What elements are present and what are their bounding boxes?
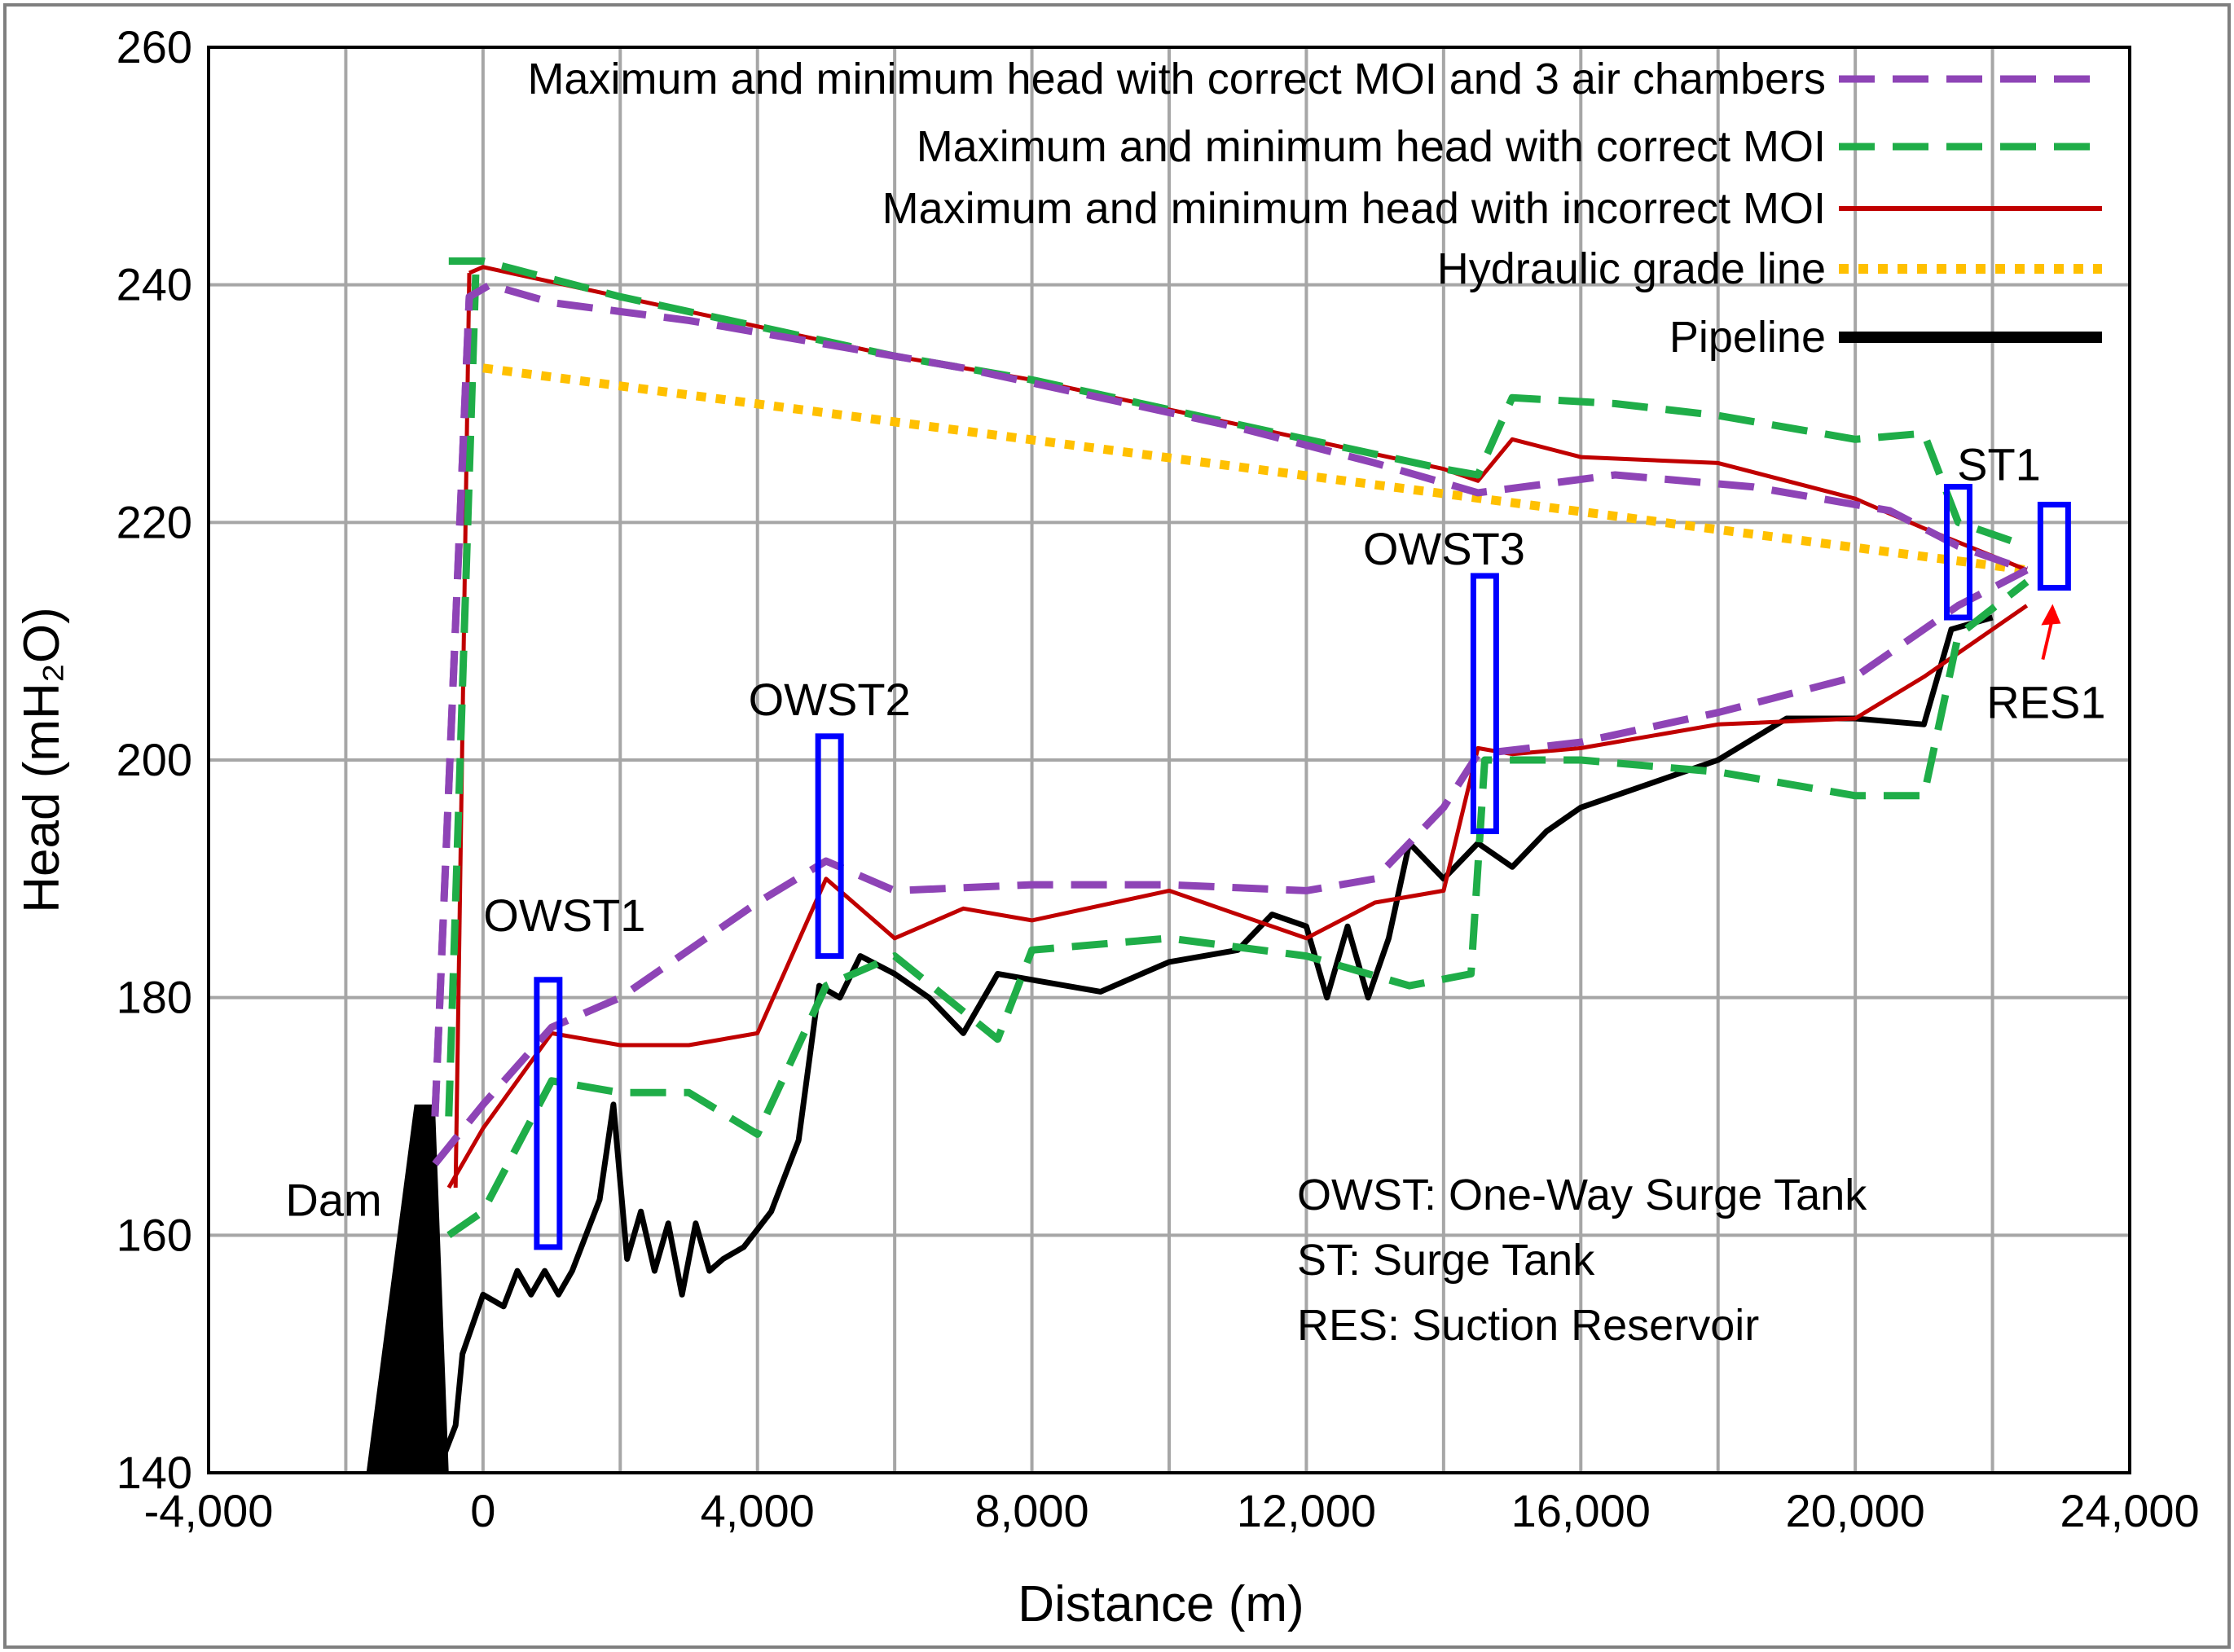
y-tick-label: 140 (117, 1447, 192, 1498)
dam-mark (366, 1104, 449, 1473)
tick-labels: -4,000 0 4,000 8,000 12,000 16,000 20,000 24,00… (117, 21, 2200, 1536)
legend-label: Maximum and minimum head with correct MO… (527, 55, 1826, 103)
legend-label: Hydraulic grade line (1437, 244, 1826, 293)
tank-res1 (2037, 501, 2071, 591)
y-tick-label: 220 (117, 496, 192, 547)
hgl-line (482, 363, 2028, 575)
hgl-layer (482, 363, 2028, 575)
y-tick-label: 200 (117, 734, 192, 785)
x-axis-title: Distance (m) (1018, 1576, 1304, 1632)
x-tick-label: 16,000 (1511, 1485, 1651, 1536)
tank-label-owst2: OWST2 (749, 674, 911, 725)
correct-min-line (446, 578, 2030, 1239)
tank-label-st1: ST1 (1957, 439, 2041, 490)
y-tick-label: 240 (117, 259, 192, 310)
y-tick-label: 160 (117, 1209, 192, 1260)
series-layer (431, 257, 2030, 1239)
note-line: OWST: One-Way Surge Tank (1297, 1171, 1867, 1219)
note-line: ST: Surge Tank (1297, 1236, 1595, 1285)
x-tick-label: 4,000 (701, 1485, 815, 1536)
x-tick-label: 8,000 (975, 1485, 1089, 1536)
grid (209, 47, 2130, 1473)
x-tick-label: 0 (470, 1485, 495, 1536)
x-tick-label: 12,000 (1237, 1485, 1376, 1536)
air_chambers-min-line (432, 566, 2029, 1167)
tank-label-owst3: OWST3 (1363, 523, 1525, 574)
note-line: RES: Suction Reservoir (1297, 1301, 1759, 1350)
legend: Maximum and minimum head with correct MO… (527, 55, 2102, 362)
tank-label-res1: RES1 (1986, 677, 2105, 728)
air_chambers-max-line (431, 281, 2029, 1117)
plot-frame (207, 46, 2131, 1474)
tank-st1 (1943, 484, 1972, 621)
incorrect-min-line (446, 604, 2029, 1189)
y-axis-title: Head (mH₂O) (14, 607, 70, 912)
tank-owst2 (815, 733, 844, 960)
legend-label: Maximum and minimum head with correct MO… (917, 122, 1826, 171)
dam-label: Dam (285, 1175, 381, 1226)
tank-owst3 (1470, 573, 1499, 834)
x-tick-label: 20,000 (1786, 1485, 1925, 1536)
tank-label-owst1: OWST1 (483, 890, 645, 941)
correct-max-line (448, 257, 2029, 550)
notes: OWST: One-Way Surge Tank ST: Surge Tank RE… (1297, 1171, 1867, 1350)
x-tick-label: -4,000 (144, 1485, 274, 1536)
tank-layer: OWST1 OWST2 OWST3 ST1 RES1 (483, 439, 2106, 1250)
y-tick-label: 180 (117, 972, 192, 1023)
x-tick-label: 24,000 (2060, 1485, 2199, 1536)
tank-owst1 (534, 977, 563, 1250)
res1-arrow-head (2041, 604, 2061, 626)
dam-layer: Dam (285, 1104, 449, 1473)
legend-label: Maximum and minimum head with incorrect … (882, 184, 1826, 233)
correct-rise-line (445, 261, 480, 1117)
chart-border (3, 3, 2231, 1649)
y-tick-label: 260 (117, 21, 192, 72)
legend-label: Pipeline (1669, 313, 1826, 362)
